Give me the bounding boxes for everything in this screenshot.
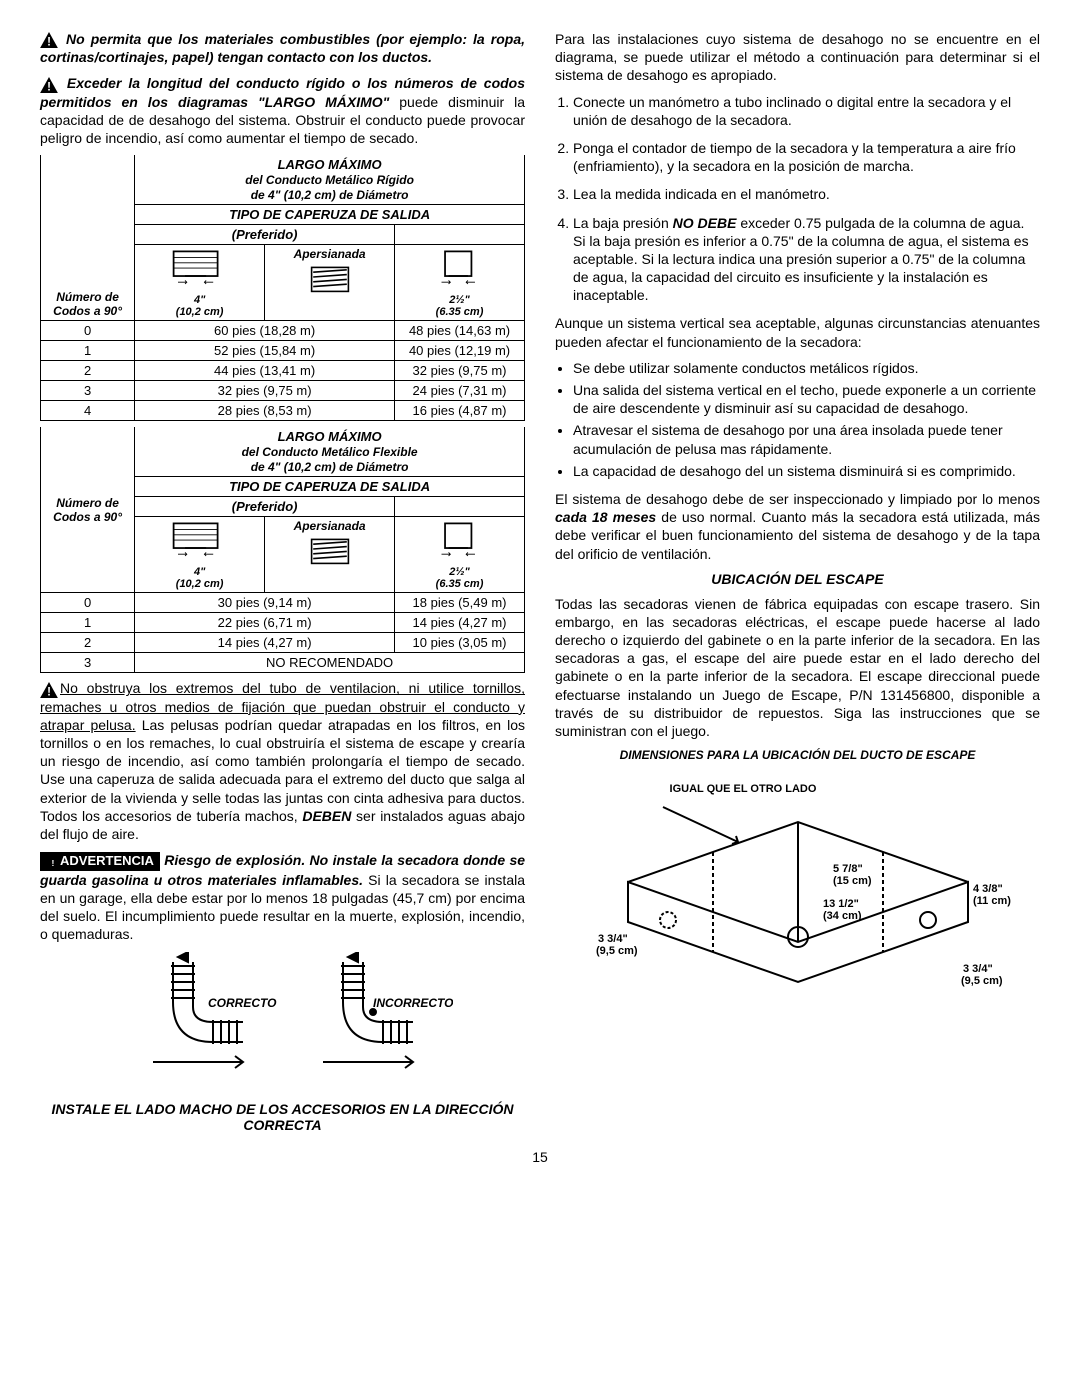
bullet-3: Atravesar el sistema de desahogo por una… — [573, 421, 1040, 457]
bullet-4: La capacidad de desahogo del un sistema … — [573, 462, 1040, 480]
page-number: 15 — [40, 1149, 1040, 1165]
d5m: (9,5 cm) — [961, 975, 1003, 987]
svg-text:4 3/8": 4 3/8" — [973, 883, 1003, 895]
t2-title2: del Conducto Metálico Flexible — [242, 445, 418, 459]
d5: 3 3/4" — [963, 963, 993, 975]
pref-head: (Preferido) — [135, 225, 395, 245]
bullet-1: Se debe utilizar solamente conductos met… — [573, 359, 1040, 377]
left-column: No permita que los materiales combustibl… — [40, 30, 525, 1139]
t1-title2: del Conducto Metálico Rígido — [245, 173, 414, 187]
t1-title1: LARGO MÁXIMO — [278, 157, 382, 172]
hood-louver-icon — [295, 261, 365, 301]
d2m: (34 cm) — [823, 910, 862, 922]
instale-caption: INSTALE EL LADO MACHO DE LOS ACCESORIOS … — [40, 1101, 525, 1133]
tipo-head: TIPO DE CAPERUZA DE SALIDA — [135, 205, 525, 225]
svg-text:5 7/8": 5 7/8" — [833, 863, 863, 875]
dimensiones-head: DIMENSIONES PARA LA UBICACIÓN DEL DUCTO … — [555, 748, 1040, 762]
bullets-list: Se debe utilizar solamente conductos met… — [573, 359, 1040, 480]
table-row: 1 — [41, 613, 135, 633]
numero-head2: Número de Codos a 90° — [41, 427, 135, 593]
para-advertencia: ADVERTENCIA Riesgo de explosión. No inst… — [40, 851, 525, 943]
table-row: 2 — [41, 361, 135, 381]
step-3: Lea la medida indicada en el manómetro. — [573, 185, 1040, 203]
svg-text:(15 cm): (15 cm) — [833, 875, 872, 887]
steps-list: Conecte un manómetro a tubo inclinado o … — [573, 93, 1040, 305]
step-1: Conecte un manómetro a tubo inclinado o … — [573, 93, 1040, 129]
igual-label: IGUAL QUE EL OTRO LADO — [669, 783, 816, 795]
table-row: 3 — [41, 381, 135, 401]
table-row: 0 — [41, 321, 135, 341]
hood-narrow-icon — [425, 519, 495, 563]
ubicacion-head: UBICACIÓN DEL ESCAPE — [555, 571, 1040, 587]
table-row: 1 — [41, 341, 135, 361]
table-row: 2 — [41, 633, 135, 653]
sistema-para: El sistema de desahogo debe de ser inspe… — [555, 490, 1040, 563]
d4m: (11 cm) — [973, 895, 1011, 907]
para-obstruya: No obstruya los extremos del tubo de ven… — [40, 679, 525, 843]
advertencia-label: ADVERTENCIA — [40, 852, 160, 871]
warning-exceder: Exceder la longitud del conducto rígido … — [40, 74, 525, 147]
step-2: Ponga el contador de tiempo de la secado… — [573, 139, 1040, 175]
step-4: La baja presión NO DEBE exceder 0.75 pul… — [573, 214, 1040, 305]
svg-text:3 3/4": 3 3/4" — [963, 963, 993, 975]
hood-wide-icon — [165, 519, 235, 563]
incorrecto-label: INCORRECTO — [373, 996, 453, 1010]
right-column: Para las instalaciones cuyo sistema de d… — [555, 30, 1040, 1139]
warn1-text: No permita que los materiales combustibl… — [40, 31, 525, 65]
table-rigid: Número de Codos a 90° LARGO MÁXIMO del C… — [40, 155, 525, 421]
warning-icon — [46, 856, 60, 868]
d3: 3 3/4" — [598, 933, 628, 945]
d1m: (15 cm) — [833, 875, 872, 887]
hood-wide-icon — [165, 247, 235, 291]
duct-direction-diagram: CORRECTO INCORRECTO — [40, 952, 525, 1095]
d1: 5 7/8" — [833, 863, 863, 875]
d2: 13 1/2" — [823, 898, 859, 910]
intro-para: Para las instalaciones cuyo sistema de d… — [555, 30, 1040, 85]
hood-narrow-icon — [425, 247, 495, 291]
warning-icon — [40, 32, 58, 48]
numero-head: Número de Codos a 90° — [41, 155, 135, 321]
svg-text:(9,5 cm): (9,5 cm) — [596, 945, 638, 957]
svg-text:(11 cm): (11 cm) — [973, 895, 1011, 907]
aper-head: Apersianada — [269, 247, 390, 261]
d4: 4 3/8" — [973, 883, 1003, 895]
correcto-label: CORRECTO — [208, 996, 277, 1010]
norec: NO RECOMENDADO — [135, 653, 525, 673]
svg-text:13 1/2": 13 1/2" — [823, 898, 859, 910]
table-row: 4 — [41, 401, 135, 421]
ubicacion-para: Todas las secadoras vienen de fábrica eq… — [555, 595, 1040, 741]
svg-text:3 3/4": 3 3/4" — [598, 933, 628, 945]
table-flexible: Número de Codos a 90° LARGO MÁXIMO del C… — [40, 427, 525, 673]
aunque-para: Aunque un sistema vertical sea aceptable… — [555, 314, 1040, 350]
hood-louver-icon — [295, 533, 365, 573]
t1-title3: de 4" (10,2 cm) de Diámetro — [251, 188, 409, 202]
table-row: 0 — [41, 593, 135, 613]
bullet-2: Una salida del sistema vertical en el te… — [573, 381, 1040, 417]
exhaust-dimensions-diagram: IGUAL QUE EL OTRO LADO 5 7/8" (15 cm) 13… — [555, 772, 1040, 1005]
svg-text:(9,5 cm): (9,5 cm) — [961, 975, 1003, 987]
warning-combustibles: No permita que los materiales combustibl… — [40, 30, 525, 66]
d3m: (9,5 cm) — [596, 945, 638, 957]
warning-icon — [40, 77, 58, 93]
warning-icon — [40, 682, 58, 698]
svg-text:(34 cm): (34 cm) — [823, 910, 862, 922]
norec-n: 3 — [41, 653, 135, 673]
